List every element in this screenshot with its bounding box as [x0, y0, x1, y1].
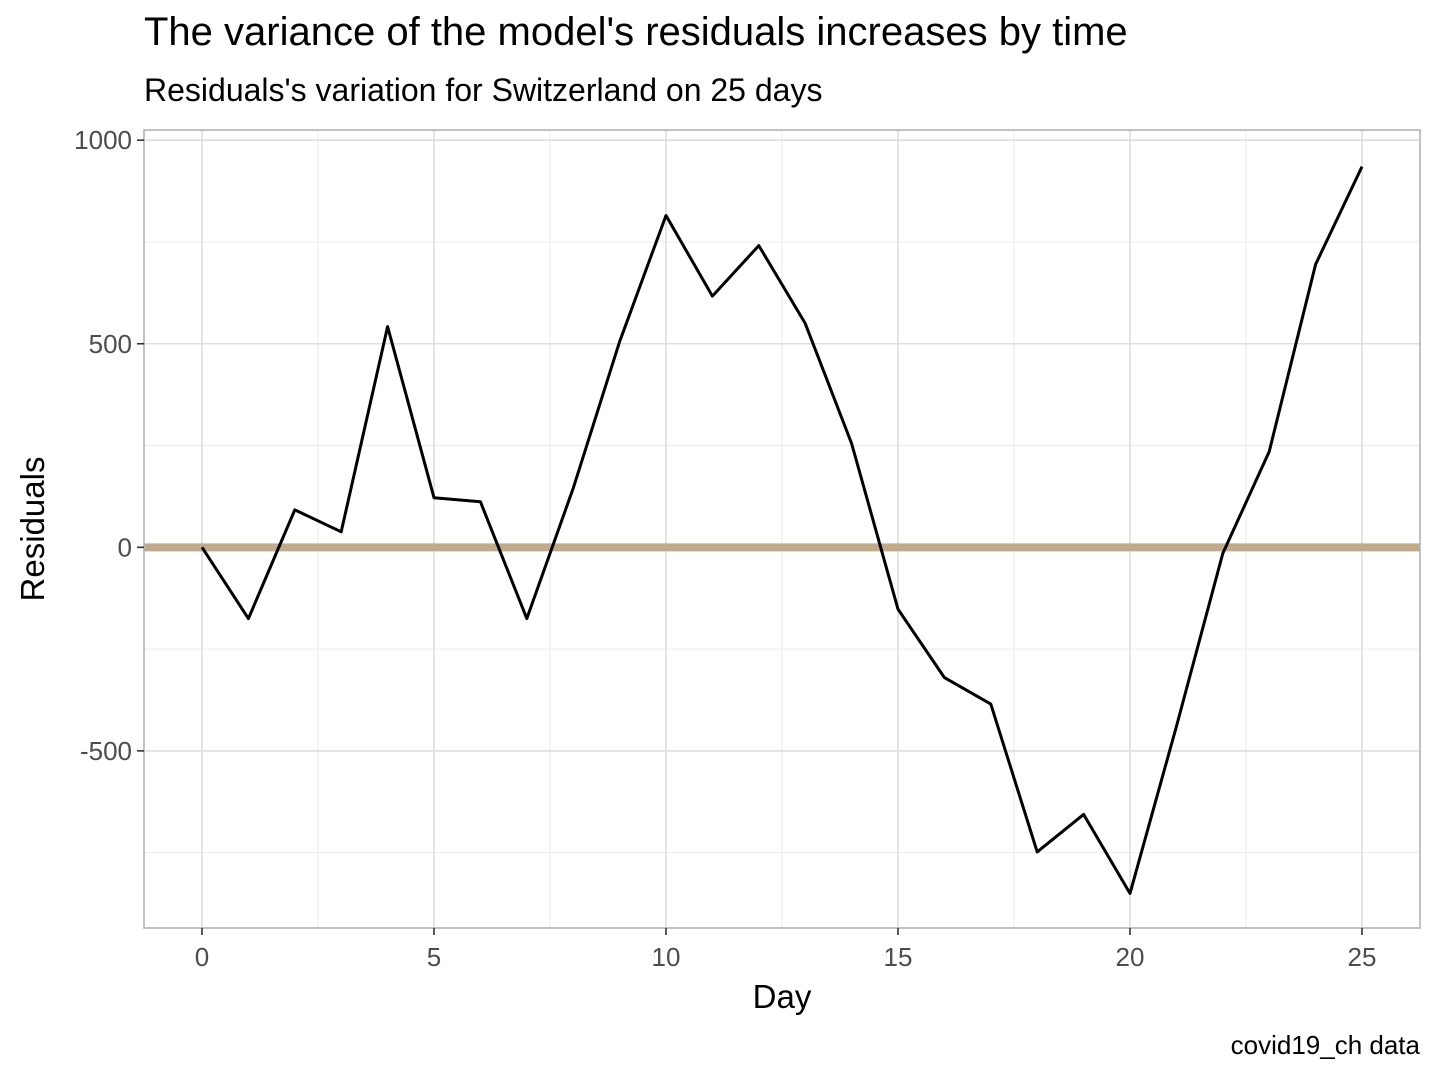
residual-point	[339, 530, 343, 534]
residual-point	[1360, 165, 1364, 169]
residual-point	[246, 617, 250, 621]
residual-point	[293, 508, 297, 512]
chart-title: The variance of the model's residuals in…	[144, 10, 1128, 54]
x-tick-label: 20	[1116, 942, 1145, 972]
residual-point	[803, 321, 807, 325]
residual-point	[1267, 450, 1271, 454]
residual-point	[1128, 891, 1132, 895]
x-tick-label: 5	[427, 942, 441, 972]
residual-point	[664, 214, 668, 218]
y-tick-label: 500	[89, 329, 132, 359]
residual-point	[1035, 850, 1039, 854]
residual-point	[386, 325, 390, 329]
residual-point	[989, 702, 993, 706]
residual-point	[850, 442, 854, 446]
x-axis-title: Day	[753, 978, 812, 1015]
chart-subtitle: Residuals's variation for Switzerland on…	[144, 72, 823, 108]
residual-point	[757, 244, 761, 248]
residual-point	[1314, 262, 1318, 266]
residual-point	[478, 500, 482, 504]
x-tick-label: 25	[1348, 942, 1377, 972]
y-axis-title: Residuals	[14, 457, 51, 602]
residual-point	[1221, 551, 1225, 555]
residual-point	[710, 294, 714, 298]
x-tick-label: 15	[884, 942, 913, 972]
residual-point	[571, 486, 575, 490]
y-tick-label: 0	[118, 532, 132, 562]
residual-point	[200, 545, 204, 549]
residual-point	[942, 676, 946, 680]
residual-point	[525, 617, 529, 621]
residual-point	[618, 340, 622, 344]
residual-point	[432, 496, 436, 500]
residual-point	[1174, 724, 1178, 728]
panel-border	[143, 129, 1421, 929]
residual-point	[896, 607, 900, 611]
y-tick-label: -500	[80, 736, 132, 766]
x-tick-label: 10	[652, 942, 681, 972]
residuals-line	[200, 165, 1364, 895]
chart-caption: covid19_ch data	[1230, 1030, 1420, 1060]
x-tick-label: 0	[195, 942, 209, 972]
y-tick-label: 1000	[74, 125, 132, 155]
residual-point	[1082, 812, 1086, 816]
